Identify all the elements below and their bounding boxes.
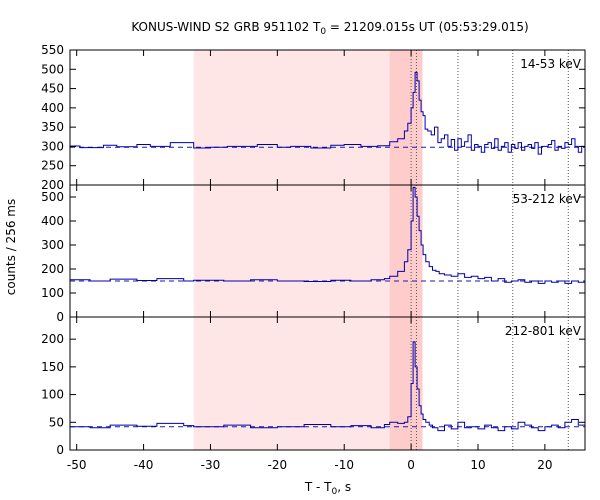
x-tick-label: -20: [268, 458, 288, 472]
panel-frame: [69, 316, 586, 451]
dark-band-1: [389, 50, 423, 185]
y-tick-label: 150: [41, 360, 64, 374]
y-axis-label: counts / 256 ms: [4, 199, 18, 295]
y-tick-label: 350: [41, 120, 64, 134]
x-tick-label: -30: [201, 458, 221, 472]
band-label: 212-801 keV: [505, 324, 582, 338]
y-tick-label: 200: [41, 262, 64, 276]
y-tick-label: 100: [41, 286, 64, 300]
y-tick-label: 550: [41, 43, 64, 57]
y-tick-label: 200: [41, 178, 64, 192]
series-line-1: [70, 341, 585, 432]
x-tick-label: 0: [407, 458, 415, 472]
y-tick-label: 100: [41, 388, 64, 402]
y-tick-label: 300: [41, 139, 64, 153]
x-tick-label: -10: [334, 458, 354, 472]
y-tick-label: 400: [41, 101, 64, 115]
light-band-1: [193, 185, 423, 317]
x-tick-label: 20: [537, 458, 552, 472]
x-tick-label: -50: [67, 458, 87, 472]
y-tick-label: 400: [41, 214, 64, 228]
panel-3: 0 50 100 150 200 212-801 keV: [41, 316, 586, 457]
y-tick-label: 500: [41, 190, 64, 204]
y-tick-label: 200: [41, 332, 64, 346]
light-band-1: [193, 50, 423, 185]
band-label: 14-53 keV: [520, 57, 582, 71]
y-tick-label: 50: [49, 415, 64, 429]
panel-2: 0 100 200 300 400 500 53-212 keV: [41, 184, 586, 324]
y-tick-label: 0: [56, 310, 64, 324]
series-line-1: [70, 186, 585, 284]
light-band-1: [193, 317, 423, 450]
x-axis-label: T - T0, s: [304, 480, 351, 497]
series-line-1: [70, 71, 585, 155]
x-tick-label: -40: [134, 458, 154, 472]
x-tick-label: 10: [470, 458, 485, 472]
y-tick-label: 0: [56, 443, 64, 457]
y-tick-label: 300: [41, 238, 64, 252]
band-label: 53-212 keV: [513, 192, 582, 206]
y-tick-label: 250: [41, 159, 64, 173]
y-tick-label: 450: [41, 82, 64, 96]
panel-1: 200 250 300 350 400 450 500 550 14-53 keV: [41, 43, 586, 192]
chart-title: KONUS-WIND S2 GRB 951102 T0 = 21209.015s…: [131, 20, 528, 37]
y-tick-label: 500: [41, 62, 64, 76]
